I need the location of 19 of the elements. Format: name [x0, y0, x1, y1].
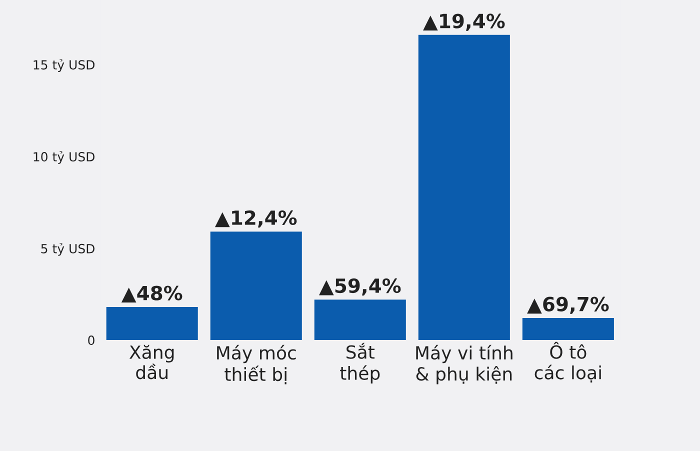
x-tick-label: Xăng dầu	[129, 344, 174, 380]
annotation: ▲48%	[121, 286, 182, 303]
y-tick-label: 0	[88, 336, 94, 345]
y-tick-label: 5 tỷ USD	[41, 243, 94, 256]
bar	[314, 300, 406, 340]
annotation: ▲12,4%	[214, 210, 297, 228]
x-tick-label: Sắt thép	[340, 342, 380, 384]
x-tick-label: Ô tô các loại	[534, 342, 601, 382]
bar	[210, 232, 302, 340]
bar	[418, 34, 510, 340]
annotation: ▲69,7%	[527, 296, 609, 314]
annotation: ▲19,4%	[423, 14, 505, 31]
x-tick-label: Máy vi tính & phụ kiện	[416, 344, 512, 384]
y-tick-label: 15 tỷ USD	[34, 59, 94, 72]
annotation: ▲59,4%	[319, 278, 401, 296]
bar	[106, 306, 198, 340]
bar	[522, 318, 614, 340]
x-tick-label: Máy móc thiết bị	[217, 344, 296, 384]
y-tick-label: 10 tỷ USD	[34, 151, 94, 164]
